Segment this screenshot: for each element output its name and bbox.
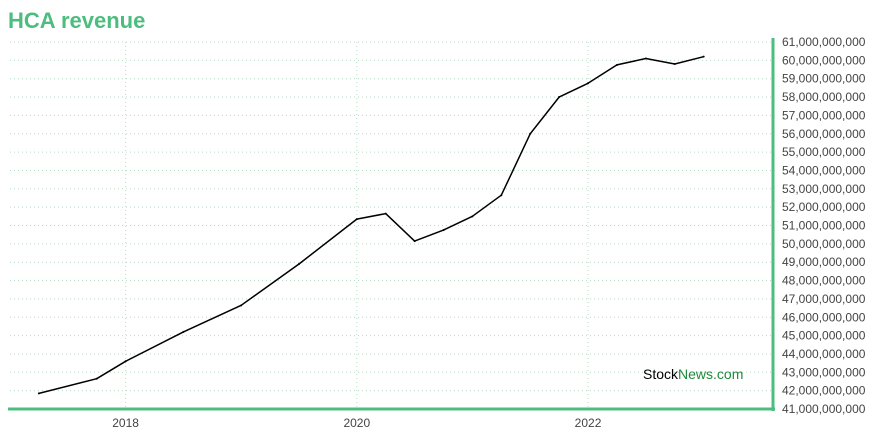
x-tick-label: 2018 (112, 416, 139, 430)
y-tick-label: 43,000,000,000 (782, 365, 866, 379)
watermark: StockNews.com (643, 366, 743, 382)
data-point (298, 263, 301, 266)
data-point (702, 55, 705, 58)
y-tick-label: 52,000,000,000 (782, 200, 866, 214)
data-point (673, 63, 676, 66)
tick-labels: 41,000,000,000 42,000,000,000 43,000,000,0… (112, 35, 865, 430)
data-point (471, 215, 474, 218)
y-tick-label: 49,000,000,000 (782, 255, 866, 269)
y-tick-label: 48,000,000,000 (782, 274, 866, 288)
y-tick-label: 45,000,000,000 (782, 329, 866, 343)
data-point (615, 63, 618, 66)
data-point (95, 377, 98, 380)
y-tick-label: 41,000,000,000 (782, 402, 866, 416)
gridlines (10, 41, 773, 410)
x-tick-label: 2022 (575, 416, 602, 430)
y-tick-label: 59,000,000,000 (782, 72, 866, 86)
x-tick-label: 2020 (343, 416, 370, 430)
y-tick-label: 58,000,000,000 (782, 90, 866, 104)
data-point (384, 212, 387, 215)
y-tick-label: 46,000,000,000 (782, 310, 866, 324)
watermark-news: News (678, 366, 713, 382)
data-point (355, 218, 358, 221)
y-tick-label: 44,000,000,000 (782, 347, 866, 361)
y-tick-label: 61,000,000,000 (782, 35, 866, 49)
data-point (442, 229, 445, 232)
y-tick-label: 47,000,000,000 (782, 292, 866, 306)
y-tick-label: 51,000,000,000 (782, 219, 866, 233)
data-point (587, 82, 590, 85)
data-point (558, 96, 561, 99)
series-layer (37, 55, 705, 395)
y-tick-label: 42,000,000,000 (782, 384, 866, 398)
data-point (413, 240, 416, 243)
data-point (500, 194, 503, 197)
axes (8, 38, 775, 411)
y-tick-label: 56,000,000,000 (782, 127, 866, 141)
y-tick-label: 55,000,000,000 (782, 145, 866, 159)
data-point (37, 392, 40, 395)
data-point (644, 57, 647, 60)
data-point (182, 330, 185, 333)
watermark-domain: .com (713, 366, 743, 382)
y-tick-label: 50,000,000,000 (782, 237, 866, 251)
data-point (240, 304, 243, 307)
chart-title: HCA revenue (8, 8, 146, 33)
data-point (529, 132, 532, 135)
y-tick-label: 57,000,000,000 (782, 108, 866, 122)
data-point (124, 360, 127, 363)
y-tick-label: 60,000,000,000 (782, 53, 866, 67)
y-tick-label: 53,000,000,000 (782, 182, 866, 196)
y-tick-label: 54,000,000,000 (782, 163, 866, 177)
watermark-stock: Stock (643, 366, 679, 382)
